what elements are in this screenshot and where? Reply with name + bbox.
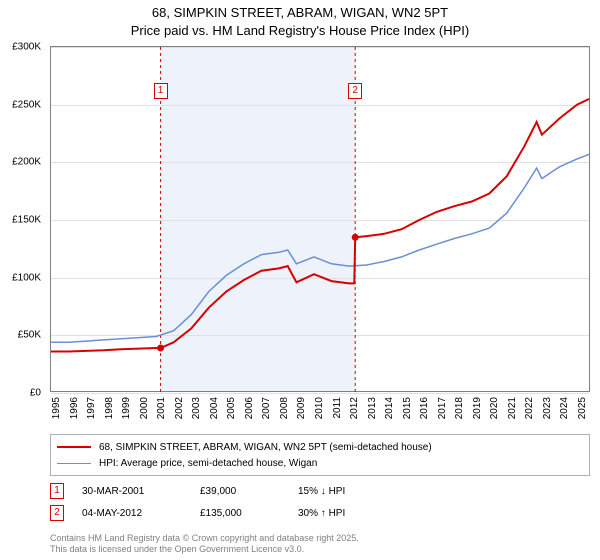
x-axis-label: 2015 bbox=[402, 397, 413, 419]
y-axis-label: £0 bbox=[30, 388, 41, 399]
marker-box: 1 bbox=[154, 83, 168, 99]
x-axis-label: 2020 bbox=[489, 397, 500, 419]
y-axis-label: £200K bbox=[12, 157, 41, 168]
reference-date: 30-MAR-2001 bbox=[82, 486, 182, 497]
x-axis-label: 2007 bbox=[261, 397, 272, 419]
x-axis-label: 2011 bbox=[332, 397, 343, 419]
legend: 68, SIMPKIN STREET, ABRAM, WIGAN, WN2 5P… bbox=[50, 434, 590, 476]
y-axis-label: £300K bbox=[12, 42, 41, 53]
x-axis-label: 2018 bbox=[454, 397, 465, 419]
reference-row: 2 04-MAY-2012 £135,000 30% ↑ HPI bbox=[50, 502, 590, 524]
x-axis-label: 1998 bbox=[104, 397, 115, 419]
x-axis-label: 2009 bbox=[296, 397, 307, 419]
x-axis-label: 2002 bbox=[174, 397, 185, 419]
legend-label: HPI: Average price, semi-detached house,… bbox=[99, 458, 317, 469]
legend-swatch bbox=[57, 463, 91, 464]
marker-box: 2 bbox=[348, 83, 362, 99]
chart-title: 68, SIMPKIN STREET, ABRAM, WIGAN, WN2 5P… bbox=[0, 0, 600, 40]
x-axis-label: 1995 bbox=[51, 397, 62, 419]
x-axis-label: 2021 bbox=[507, 397, 518, 419]
x-axis-label: 1997 bbox=[86, 397, 97, 419]
x-axis-label: 2010 bbox=[314, 397, 325, 419]
reference-price: £39,000 bbox=[200, 486, 280, 497]
footer-line-2: This data is licensed under the Open Gov… bbox=[50, 544, 359, 556]
x-axis-label: 2022 bbox=[524, 397, 535, 419]
reference-marker-box: 1 bbox=[50, 483, 64, 499]
x-axis-label: 2017 bbox=[437, 397, 448, 419]
reference-delta: 30% ↑ HPI bbox=[298, 508, 345, 519]
x-axis-label: 2014 bbox=[384, 397, 395, 419]
y-gridline bbox=[51, 393, 589, 394]
x-axis-label: 2012 bbox=[349, 397, 360, 419]
reference-price: £135,000 bbox=[200, 508, 280, 519]
x-axis-label: 2019 bbox=[472, 397, 483, 419]
reference-date: 04-MAY-2012 bbox=[82, 508, 182, 519]
x-axis-label: 2024 bbox=[559, 397, 570, 419]
x-axis-label: 2001 bbox=[156, 397, 167, 419]
x-axis-label: 2004 bbox=[209, 397, 220, 419]
footer-attribution: Contains HM Land Registry data © Crown c… bbox=[50, 533, 359, 556]
x-axis-label: 2025 bbox=[577, 397, 588, 419]
x-axis-label: 2013 bbox=[367, 397, 378, 419]
reference-row: 1 30-MAR-2001 £39,000 15% ↓ HPI bbox=[50, 480, 590, 502]
title-line-1: 68, SIMPKIN STREET, ABRAM, WIGAN, WN2 5P… bbox=[0, 4, 600, 22]
reference-table: 1 30-MAR-2001 £39,000 15% ↓ HPI 2 04-MAY-2012… bbox=[50, 480, 590, 524]
title-line-2: Price paid vs. HM Land Registry's House … bbox=[0, 22, 600, 40]
marker-dot bbox=[157, 345, 164, 352]
series-line bbox=[51, 154, 589, 342]
y-axis-label: £100K bbox=[12, 272, 41, 283]
reference-marker-box: 2 bbox=[50, 505, 64, 521]
x-axis-label: 2006 bbox=[244, 397, 255, 419]
y-axis-label: £150K bbox=[12, 215, 41, 226]
legend-row: 68, SIMPKIN STREET, ABRAM, WIGAN, WN2 5P… bbox=[57, 439, 583, 455]
x-axis-label: 1996 bbox=[69, 397, 80, 419]
series-line bbox=[51, 99, 589, 352]
reference-delta: 15% ↓ HPI bbox=[298, 486, 345, 497]
y-axis-label: £250K bbox=[12, 99, 41, 110]
x-axis-label: 2016 bbox=[419, 397, 430, 419]
legend-row: HPI: Average price, semi-detached house,… bbox=[57, 455, 583, 471]
chart-plot-area: £0£50K£100K£150K£200K£250K£300K199519961… bbox=[50, 46, 590, 392]
legend-label: 68, SIMPKIN STREET, ABRAM, WIGAN, WN2 5P… bbox=[99, 442, 432, 453]
x-axis-label: 2003 bbox=[191, 397, 202, 419]
legend-swatch bbox=[57, 446, 91, 448]
y-axis-label: £50K bbox=[18, 330, 41, 341]
x-axis-label: 1999 bbox=[121, 397, 132, 419]
x-axis-label: 2008 bbox=[279, 397, 290, 419]
x-axis-label: 2023 bbox=[542, 397, 553, 419]
marker-dot bbox=[352, 234, 359, 241]
x-axis-label: 2000 bbox=[139, 397, 150, 419]
footer-line-1: Contains HM Land Registry data © Crown c… bbox=[50, 533, 359, 545]
chart-svg bbox=[51, 47, 589, 391]
x-axis-label: 2005 bbox=[226, 397, 237, 419]
